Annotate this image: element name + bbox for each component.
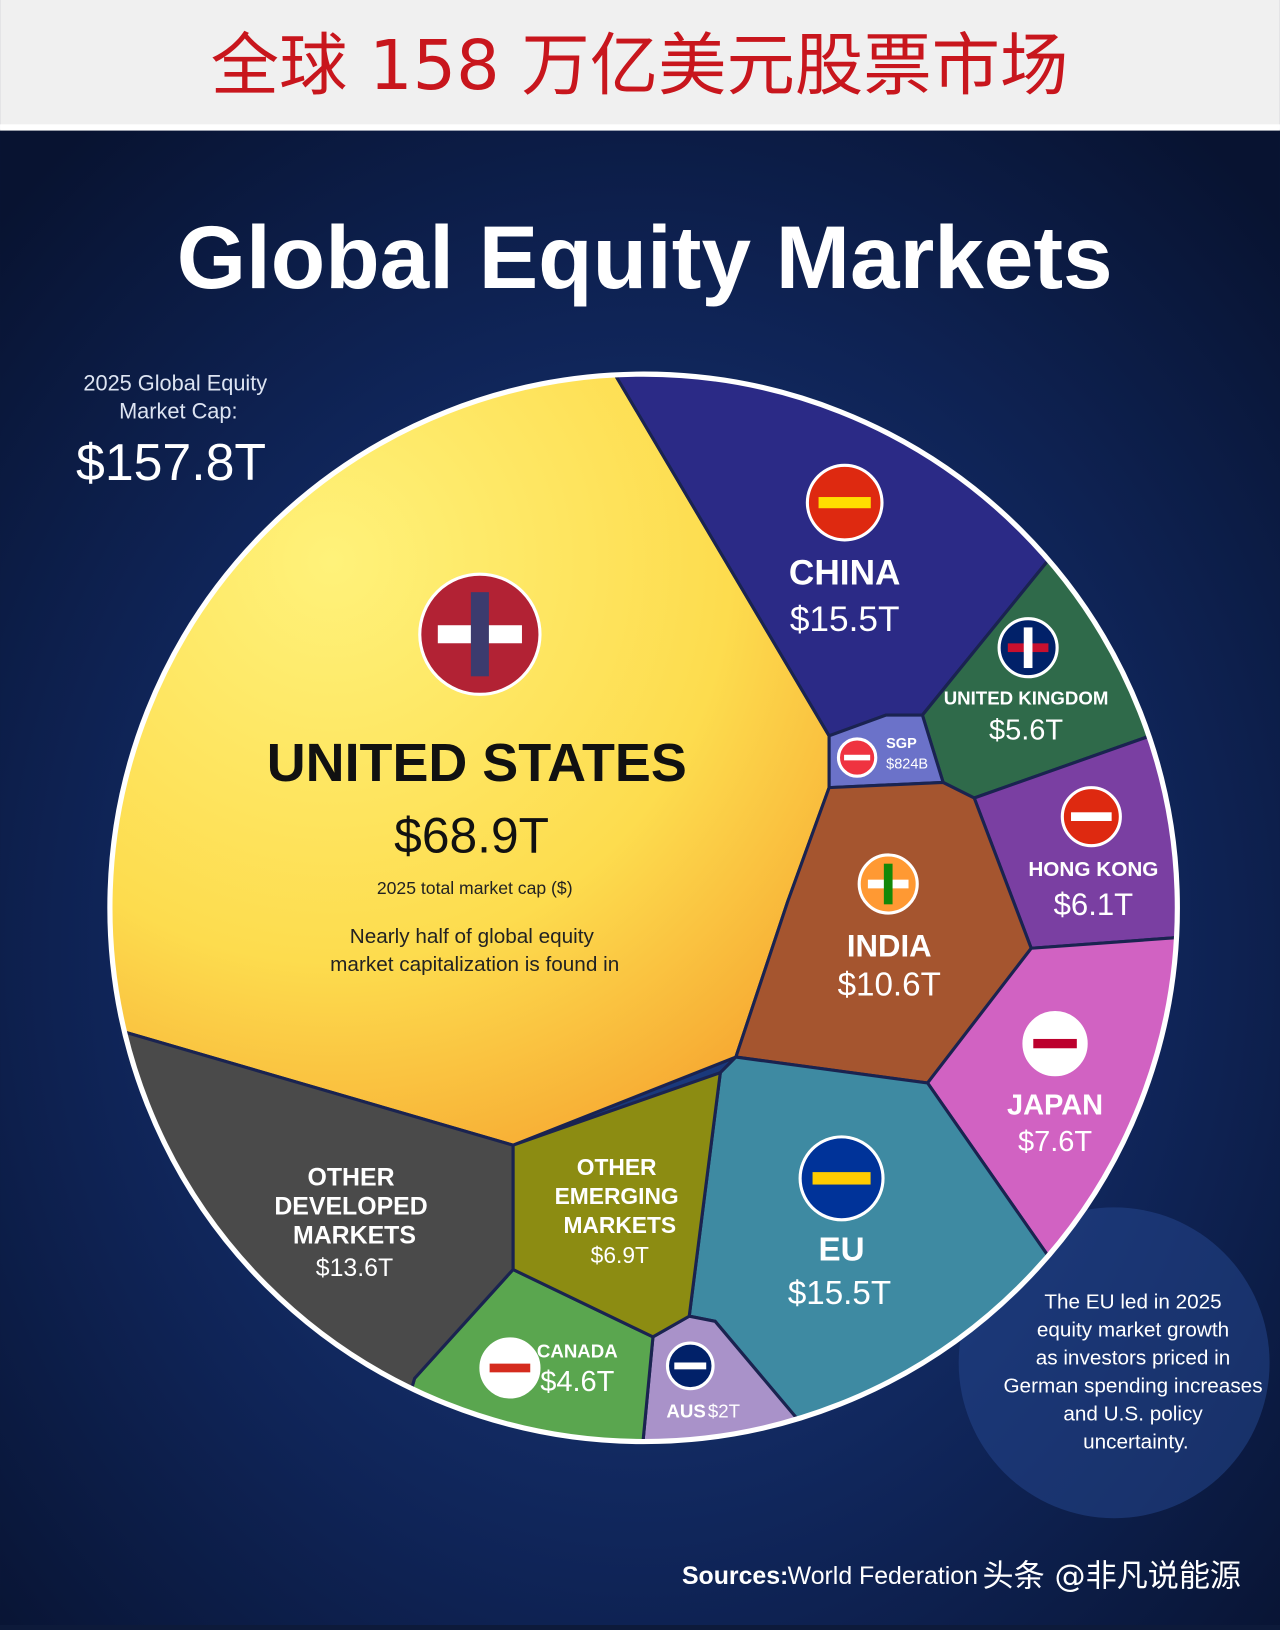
cell-name: EU <box>819 1232 865 1269</box>
cell-name: SGP <box>886 736 917 752</box>
value-label: $10.6T <box>838 966 941 1003</box>
cell-name: OTHER EMERGING MARKETS <box>555 1154 685 1238</box>
flag-detail <box>844 754 871 761</box>
cell-name: UNITED STATES <box>267 733 687 793</box>
total-value: $157.8T <box>76 433 266 491</box>
value-label: $6.1T <box>1054 887 1133 922</box>
value-label: $15.5T <box>790 600 900 639</box>
flag-detail <box>818 497 871 509</box>
value-label: $13.6T <box>316 1254 393 1282</box>
flag-detail <box>1071 812 1112 821</box>
value-label: $2T <box>708 1400 740 1421</box>
cell-name: OTHER DEVELOPED MARKETS <box>274 1163 434 1249</box>
source: World Federation <box>788 1562 978 1590</box>
circle-border <box>107 371 1180 1445</box>
flag-detail <box>1033 1038 1077 1049</box>
total-label: 2025 Global Equity Market Cap: <box>83 370 273 423</box>
value-label: $824B <box>886 757 928 773</box>
cell-name: JAPAN <box>1007 1089 1103 1121</box>
value-label: $15.5T <box>788 1275 891 1312</box>
flag-detail <box>489 1363 531 1373</box>
source-label: Sources: <box>682 1562 788 1590</box>
cell-name: INDIA <box>847 928 932 963</box>
cell-name: AUS <box>666 1400 705 1421</box>
header-rule <box>0 124 1280 131</box>
us-note: Nearly half of global equity market capi… <box>330 925 619 976</box>
value-label: $68.9T <box>394 808 549 864</box>
value-label: $5.6T <box>989 714 1063 746</box>
watermark: 头条 @非凡说能源 <box>983 1558 1242 1594</box>
value-label: $4.6T <box>540 1366 614 1398</box>
cell-name: HONG KONG <box>1028 858 1158 881</box>
chart-title: Global Equity Markets <box>177 207 1113 307</box>
cell-name: CANADA <box>537 1340 618 1361</box>
us-subtitle: 2025 total market cap ($) <box>377 878 573 898</box>
note-glow <box>958 1207 1270 1519</box>
cell-name: UNITED KINGDOM <box>944 687 1109 708</box>
eu-note: The EU led in 2025 equity market growth … <box>1003 1291 1268 1454</box>
flag-detail <box>883 863 893 905</box>
labels: UNITED STATES $68.9T CHINA $15.5T UNITED KIN… <box>76 370 1268 1454</box>
header-title: 全球 158 万亿美元股票市场 <box>211 27 1069 106</box>
value-label: $7.6T <box>1018 1126 1092 1158</box>
cell-name: CHINA <box>789 553 901 592</box>
header-band <box>0 0 1280 130</box>
flag-detail <box>674 1362 707 1370</box>
flag-detail <box>1023 627 1033 669</box>
value-label: $6.9T <box>591 1242 649 1268</box>
flag-detail <box>812 1172 871 1185</box>
flag-detail <box>470 592 489 677</box>
